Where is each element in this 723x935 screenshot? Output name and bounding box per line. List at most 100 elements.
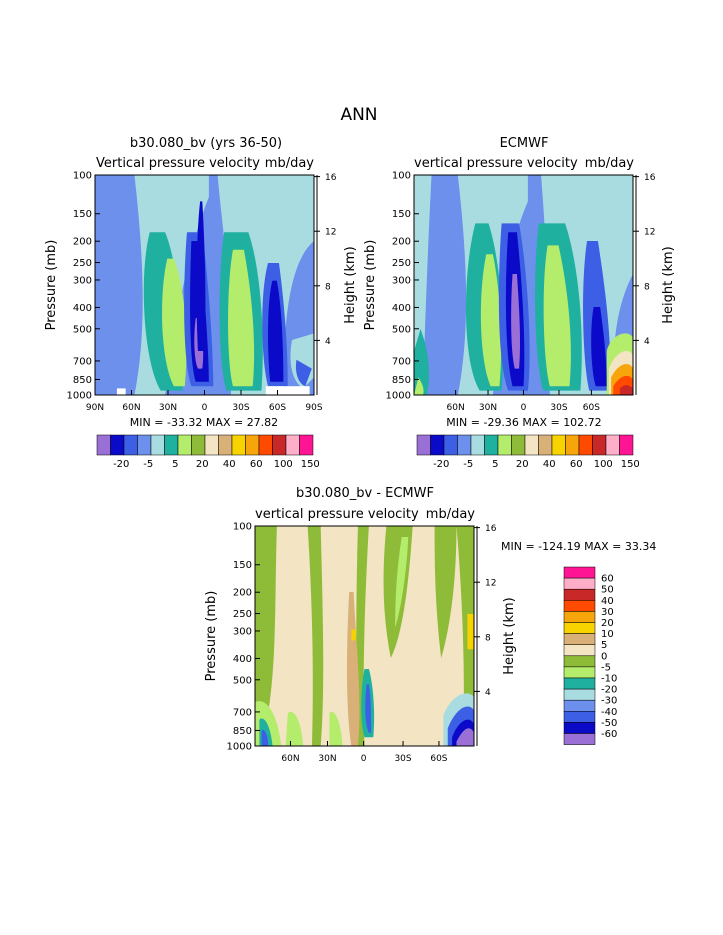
panel2-y-right-tick-label: 4	[644, 337, 650, 347]
colorbar-label: -60	[601, 729, 617, 740]
colorbar-swatch	[150, 434, 165, 456]
colorbar-swatch	[457, 434, 472, 456]
colorbar-swatch	[619, 434, 634, 456]
colorbar-swatch	[218, 434, 233, 456]
panel2-colorbar: -20 -5 5 20 40 60 100 150	[416, 434, 640, 470]
colorbar-label: 40	[601, 596, 614, 607]
panel1-colorbar: -20 -5 5 20 40 60 100 150	[96, 434, 320, 470]
panel3-x-tick-label: 60N	[281, 754, 299, 764]
panel1-y-tick-label: 250	[73, 258, 92, 269]
colorbar-label: 10	[601, 629, 614, 640]
panel1-x-tick-label: 30S	[232, 403, 249, 413]
panel2-y-tick-label: 300	[392, 275, 411, 286]
panel2-y-tick-label: 250	[392, 258, 411, 269]
panel2-x-tick-label: 30S	[550, 403, 567, 413]
panel3-y-right-axis: 16 12 8 4	[474, 524, 497, 746]
panel1-y-tick-label: 200	[73, 237, 92, 248]
panel1-stats: MIN = -33.32 MAX = 27.82	[130, 416, 278, 429]
colorbar-label: 5	[601, 640, 607, 651]
panel3-ylabel-right: Height (km)	[502, 597, 517, 674]
colorbar-label: 20	[196, 459, 209, 470]
panel2-y-tick-label: 850	[392, 375, 411, 386]
colorbar-label: -20	[433, 459, 449, 470]
panel1-y-tick-label: 300	[73, 275, 92, 286]
colorbar-swatch	[563, 600, 596, 612]
panel2-units: mb/day	[585, 156, 635, 171]
colorbar-label: 100	[594, 459, 613, 470]
colorbar-swatch	[164, 434, 179, 456]
panel2-y-tick-label: 1000	[386, 391, 411, 402]
colorbar-swatch	[563, 699, 596, 712]
panel1-x-tick-label: 90S	[305, 403, 322, 413]
panel2-x-tick-label: 60S	[583, 403, 600, 413]
panel2-y-tick-label: 400	[392, 303, 411, 314]
panel2-y-tick-label: 500	[392, 324, 411, 335]
colorbar-swatch	[563, 633, 596, 645]
panel3-y-tick-label: 250	[233, 609, 252, 620]
colorbar-label: -5	[463, 459, 473, 470]
panel-ecmwf: ECMWF vertical pressure velocity mb/day	[363, 136, 676, 470]
colorbar-swatch	[204, 434, 219, 456]
panel2-ylabel-right: Height (km)	[661, 246, 676, 323]
panel3-y-tick-label: 200	[233, 588, 252, 599]
panel2-y-axis: 100 150 200 250 300 400 500 700 850 1000	[386, 171, 419, 402]
panel3-x-tick-label: 0	[361, 754, 367, 764]
colorbar-swatch	[443, 434, 458, 456]
colorbar-swatch	[563, 577, 596, 590]
panel1-variable: Vertical pressure velocity	[96, 156, 260, 171]
colorbar-label: -20	[113, 459, 129, 470]
colorbar-swatch	[470, 434, 485, 456]
colorbar-swatch	[605, 434, 620, 456]
colorbar-label: 100	[274, 459, 293, 470]
panel1-x-tick-label: 60S	[269, 403, 286, 413]
colorbar-swatch	[511, 434, 526, 456]
panel1-x-tick-label: 30N	[159, 403, 177, 413]
panel2-x-tick-label: 0	[521, 403, 527, 413]
panel-difference: b30.080_bv - ECMWF vertical pressure vel…	[204, 486, 656, 764]
colorbar-swatch	[137, 434, 152, 456]
colorbar-swatch	[592, 434, 607, 456]
colorbar-swatch	[565, 434, 580, 456]
panel3-y-axis: 100 150 200 250 300 400 500 700 850 1000	[227, 522, 260, 753]
colorbar-swatch	[563, 688, 596, 701]
panel3-x-tick-label: 60S	[430, 754, 447, 764]
colorbar-swatch	[285, 434, 300, 456]
panel3-y-tick-label: 300	[233, 626, 252, 637]
colorbar-label: -10	[601, 674, 617, 685]
panel2-x-axis: 60N 30N 0 30S 60S	[447, 390, 600, 413]
panel1-y-right-tick-label: 16	[325, 173, 337, 183]
panel3-y-tick-label: 850	[233, 726, 252, 737]
panel2-stats: MIN = -29.36 MAX = 102.72	[446, 416, 601, 429]
colorbar-label: 5	[492, 459, 498, 470]
colorbar-label: -20	[601, 685, 617, 696]
colorbar-swatch	[563, 733, 596, 745]
panel1-y-tick-label: 500	[73, 324, 92, 335]
panel3-x-tick-label: 30S	[394, 754, 411, 764]
panel3-y-right-tick-label: 16	[485, 524, 497, 534]
colorbar-label: 20	[601, 618, 614, 629]
colorbar-label: 40	[543, 459, 556, 470]
panel3-y-right-tick-label: 4	[485, 688, 491, 698]
colorbar-label: 60	[250, 459, 263, 470]
panel1-y-right-tick-label: 8	[325, 282, 331, 292]
colorbar-swatch	[538, 434, 553, 456]
panel2-variable: vertical pressure velocity	[414, 156, 578, 171]
colorbar-swatch	[299, 434, 314, 456]
colorbar-swatch	[177, 434, 192, 456]
panel1-ylabel-right: Height (km)	[343, 246, 358, 323]
panel1-y-right-axis: 16 12 8 4	[314, 173, 337, 395]
colorbar-swatch	[563, 588, 596, 601]
panel3-units: mb/day	[426, 507, 476, 522]
panel3-y-tick-label: 100	[233, 522, 252, 533]
colorbar-swatch	[563, 644, 596, 657]
colorbar-label: -5	[143, 459, 153, 470]
panel2-plot-area	[414, 175, 633, 395]
colorbar-swatch	[416, 434, 431, 456]
panel2-y-tick-label: 150	[392, 209, 411, 220]
colorbar-swatch	[524, 434, 539, 456]
panel3-ylabel: Pressure (mb)	[204, 591, 219, 682]
panel3-y-tick-label: 150	[233, 560, 252, 571]
panel1-y-right-tick-label: 12	[325, 228, 336, 238]
